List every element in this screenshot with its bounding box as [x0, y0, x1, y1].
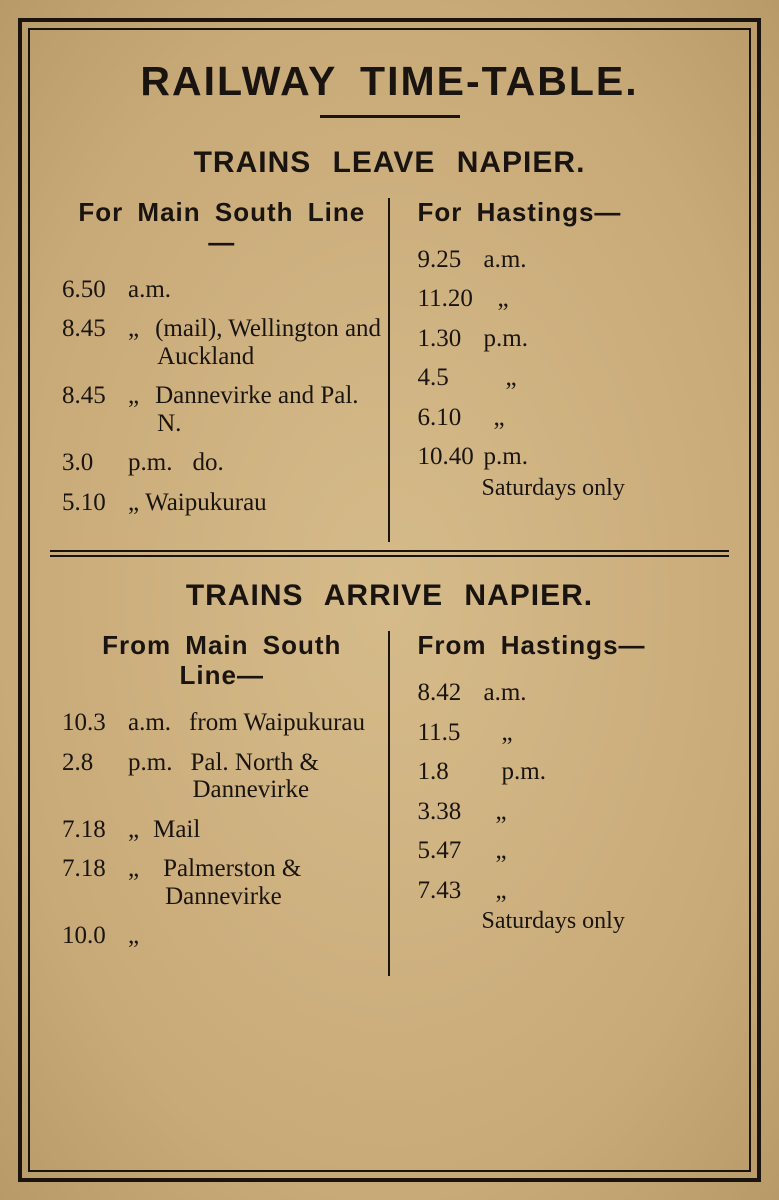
timetable-row: 6.50 a.m. — [62, 276, 382, 304]
time: 4.5 — [418, 364, 478, 392]
time: 7.18 — [62, 855, 122, 883]
timetable-row: 4.5 „ — [418, 364, 724, 392]
time: 5.47 — [418, 837, 478, 865]
unit: „ — [496, 798, 505, 826]
unit: a.m. — [128, 276, 171, 304]
time: 3.0 — [62, 449, 122, 477]
leave-left-head: For Main South Line— — [62, 198, 382, 258]
timetable-row: 6.10 „ — [418, 404, 724, 432]
time: 11.20 — [418, 285, 478, 313]
time: 6.10 — [418, 404, 478, 432]
unit: „ — [128, 816, 137, 844]
timetable-row: 8.45 „ (mail), Wellington and Auckland — [62, 315, 382, 370]
timetable-row: 10.40 p.m. — [418, 443, 724, 471]
unit: „ — [128, 922, 137, 950]
arrive-heading: TRAINS ARRIVE NAPIER. — [50, 579, 729, 613]
unit: a.m. — [128, 709, 171, 737]
unit: p.m. — [128, 749, 172, 777]
saturdays-note: Saturdays only — [482, 475, 724, 502]
arrive-left-col: From Main South Line— 10.3 a.m. from Wai… — [50, 631, 390, 975]
title-rule — [320, 115, 460, 118]
unit: „ — [128, 489, 137, 517]
note: from Waipukurau — [179, 709, 381, 737]
outer-border: RAILWAY TIME-TABLE. TRAINS LEAVE NAPIER.… — [18, 18, 761, 1182]
timetable-row: 5.10 „ Waipukurau — [62, 489, 382, 517]
saturdays-note: Saturdays only — [482, 908, 724, 935]
unit: p.m. — [484, 325, 528, 353]
time: 8.45 — [62, 382, 122, 410]
time: 3.38 — [418, 798, 478, 826]
time: 9.25 — [418, 246, 478, 274]
time: 2.8 — [62, 749, 122, 777]
arrive-left-head: From Main South Line— — [62, 631, 382, 691]
note: do. — [192, 449, 381, 477]
leave-heading: TRAINS LEAVE NAPIER. — [50, 146, 729, 180]
time: 7.18 — [62, 816, 122, 844]
time: 6.50 — [62, 276, 122, 304]
timetable-row: 2.8 p.m. Pal. North & Dannevirke — [62, 749, 382, 804]
leave-left-col: For Main South Line— 6.50 a.m. 8.45 „ (m… — [50, 198, 390, 542]
timetable-row: 10.0 „ — [62, 922, 382, 950]
unit: „ — [498, 285, 507, 313]
timetable-row: 7.18 „ Mail — [62, 816, 382, 844]
timetable-row: 5.47 „ — [418, 837, 724, 865]
time: 10.0 — [62, 922, 122, 950]
time: 8.45 — [62, 315, 122, 343]
time: 10.40 — [418, 443, 478, 471]
unit: „ — [494, 404, 503, 432]
note: Mail — [153, 816, 381, 844]
time: 1.30 — [418, 325, 478, 353]
timetable-row: 7.18 „ Palmerston & Dannevirke — [62, 855, 382, 910]
timetable-row: 7.43 „ — [418, 877, 724, 905]
note: Palmerston & Dannevirke — [153, 855, 381, 910]
note: Waipukurau — [145, 489, 381, 517]
time: 5.10 — [62, 489, 122, 517]
unit: „ — [496, 837, 505, 865]
timetable-row: 1.8 p.m. — [418, 758, 724, 786]
leave-right-head: For Hastings— — [418, 198, 724, 228]
timetable-row: 9.25 a.m. — [418, 246, 724, 274]
arrive-section: From Main South Line— 10.3 a.m. from Wai… — [50, 631, 729, 975]
time: 7.43 — [418, 877, 478, 905]
leave-right-col: For Hastings— 9.25 a.m. 11.20 „ 1.30 p.m… — [390, 198, 730, 542]
arrive-right-col: From Hastings— 8.42 a.m. 11.5 „ 1.8 p.m.… — [390, 631, 730, 975]
unit: „ — [128, 855, 137, 883]
note: Dannevirke and Pal. N. — [145, 382, 381, 437]
timetable-row: 10.3 a.m. from Waipukurau — [62, 709, 382, 737]
time: 8.42 — [418, 679, 478, 707]
unit: „ — [128, 315, 137, 343]
timetable-row: 11.20 „ — [418, 285, 724, 313]
unit: „ — [506, 364, 515, 392]
unit: p.m. — [128, 449, 172, 477]
timetable-row: 8.45 „ Dannevirke and Pal. N. — [62, 382, 382, 437]
arrive-right-head: From Hastings— — [418, 631, 724, 661]
timetable-row: 3.0 p.m. do. — [62, 449, 382, 477]
time: 1.8 — [418, 758, 478, 786]
unit: a.m. — [484, 679, 527, 707]
note: (mail), Wellington and Auckland — [145, 315, 381, 370]
timetable-row: 1.30 p.m. — [418, 325, 724, 353]
unit: „ — [128, 382, 137, 410]
timetable-row: 11.5 „ — [418, 719, 724, 747]
main-title: RAILWAY TIME-TABLE. — [50, 58, 729, 105]
note: Pal. North & Dannevirke — [180, 749, 381, 804]
leave-section: For Main South Line— 6.50 a.m. 8.45 „ (m… — [50, 198, 729, 542]
unit: „ — [496, 877, 505, 905]
timetable-row: 8.42 a.m. — [418, 679, 724, 707]
section-divider — [50, 550, 729, 557]
unit: p.m. — [502, 758, 546, 786]
unit: „ — [502, 719, 511, 747]
timetable-row: 3.38 „ — [418, 798, 724, 826]
time: 11.5 — [418, 719, 478, 747]
inner-border: RAILWAY TIME-TABLE. TRAINS LEAVE NAPIER.… — [28, 28, 751, 1172]
unit: a.m. — [484, 246, 527, 274]
unit: p.m. — [484, 443, 528, 471]
time: 10.3 — [62, 709, 122, 737]
